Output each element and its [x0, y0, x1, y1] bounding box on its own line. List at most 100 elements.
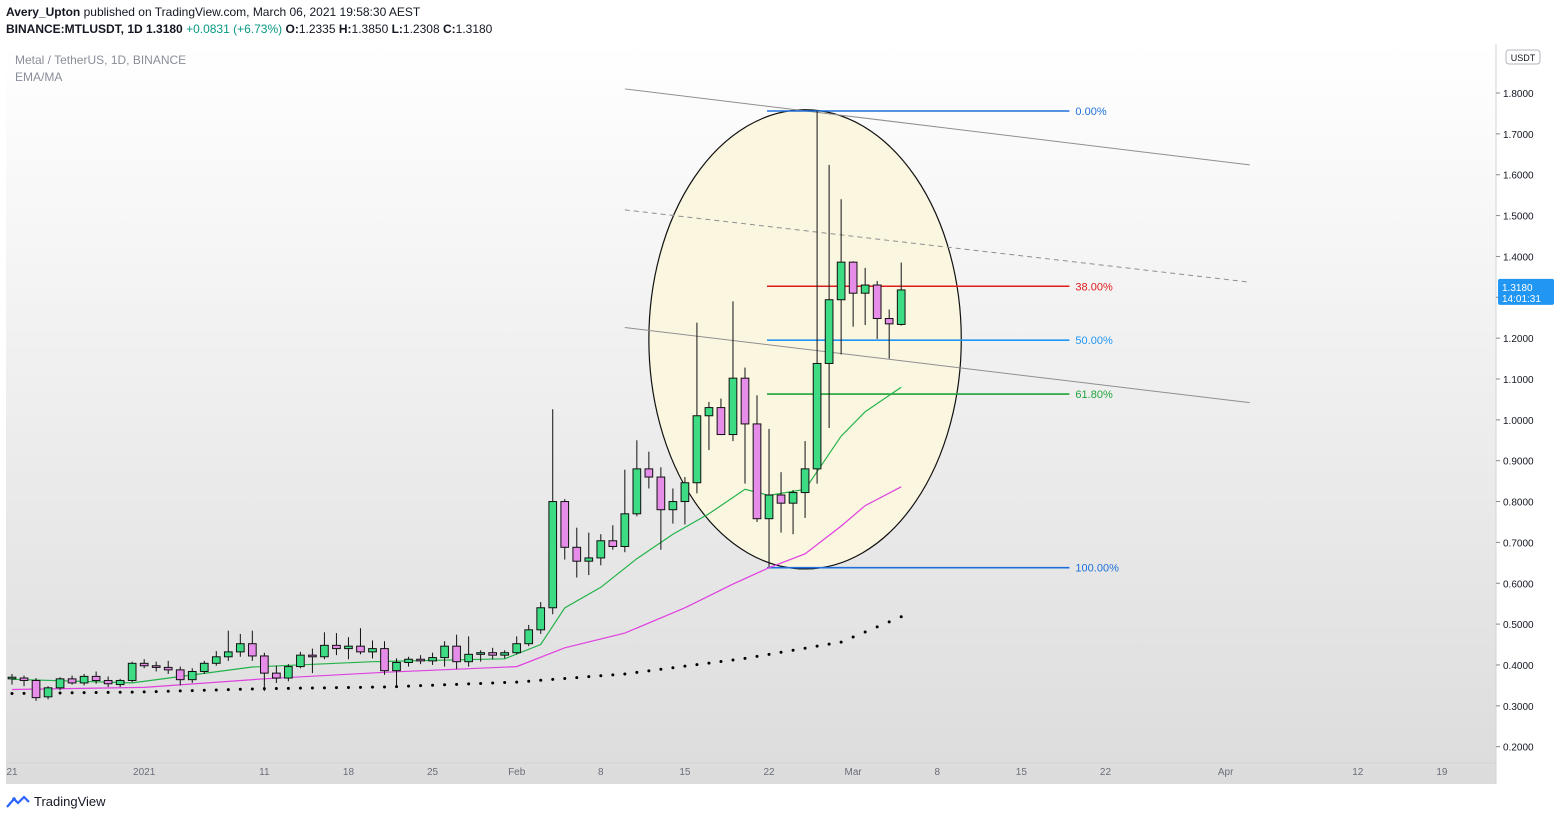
ma-dot — [358, 685, 362, 689]
candle-body — [416, 658, 425, 662]
candle-body — [55, 678, 65, 689]
candle-body — [656, 476, 666, 511]
price-tick-label: 0.3000 — [1503, 702, 1534, 713]
candle-body — [524, 629, 534, 645]
price-tick-label: 1.0000 — [1503, 416, 1534, 427]
time-tick-label: 15 — [679, 767, 691, 778]
ma-dot — [587, 675, 591, 679]
candle-body — [211, 656, 221, 664]
candle-body — [668, 501, 678, 511]
trendline-1 — [624, 88, 1250, 166]
ma-dot — [106, 690, 110, 694]
candle-body — [404, 658, 413, 664]
price-chart[interactable]: 0.00% 38.00% 50.00% 61.80% 100.00% 1.8000 1.7… — [6, 44, 1554, 784]
time-tick-label: 2021 — [133, 767, 156, 778]
candle-body — [680, 482, 690, 503]
last-price: 1.3180 — [146, 22, 183, 36]
candle-body — [187, 670, 197, 681]
candle-body — [223, 651, 233, 658]
price-tick-label: 0.4000 — [1503, 661, 1534, 672]
candle-body — [584, 557, 594, 562]
candle-body — [644, 468, 654, 478]
candle-body — [572, 546, 582, 562]
ma-dot — [863, 630, 867, 634]
ma-dot — [250, 687, 254, 691]
ma-dot — [94, 691, 98, 695]
candle-body — [500, 652, 510, 656]
candle-body — [151, 665, 161, 668]
low-label: L: — [391, 22, 403, 36]
ohlc-line: BINANCE:MTLUSDT, 1D 1.3180 +0.0831 (+6.7… — [6, 22, 492, 36]
ma-dot — [58, 691, 62, 695]
ma-dot — [455, 682, 459, 686]
candle-body — [284, 666, 293, 679]
time-tick-label: 25 — [427, 767, 439, 778]
ma-dot — [10, 692, 14, 696]
candle-body — [848, 261, 858, 294]
ma-dot — [683, 664, 687, 668]
close-value: 1.3180 — [455, 22, 493, 36]
candle-body — [536, 607, 546, 631]
ma-dot — [551, 677, 555, 681]
candle-body — [752, 423, 762, 520]
candle-body — [344, 645, 353, 650]
ma-dot — [839, 640, 843, 644]
candle-body — [7, 676, 17, 680]
trendline-2 — [624, 209, 1250, 283]
ma-dot — [647, 669, 651, 673]
price-tick-label: 1.6000 — [1503, 171, 1534, 182]
ma-dot — [370, 685, 374, 689]
chart-area[interactable]: 0.00% 38.00% 50.00% 61.80% 100.00% 1.8000 1.7… — [6, 44, 1554, 784]
candle-body — [716, 407, 726, 436]
candle-body — [43, 687, 53, 698]
brand-name: TradingView — [34, 794, 106, 809]
open-label: O: — [285, 22, 299, 36]
symbol-line: BINANCE:MTLUSDT, 1D — [6, 22, 143, 36]
candle-body — [440, 645, 449, 659]
ma-dot — [238, 687, 242, 691]
price-tick-label: 0.6000 — [1503, 579, 1534, 590]
time-tick-label: 18 — [343, 767, 355, 778]
price-tick-label: 0.7000 — [1503, 538, 1534, 549]
ma-dot — [527, 679, 531, 683]
ma-dot — [611, 673, 615, 677]
ma-dot — [443, 683, 447, 687]
footer-brand: TradingView — [6, 794, 106, 809]
candle-body — [163, 666, 173, 671]
price-tick-label: 1.2000 — [1503, 334, 1534, 345]
candle-body — [632, 468, 642, 515]
candle-body — [380, 648, 389, 672]
price-change: +0.0831 (+6.73%) — [186, 22, 283, 36]
currency-tag-box — [1505, 49, 1541, 65]
candle-body — [356, 645, 365, 653]
candle-body — [548, 501, 558, 609]
fib-level-label: 0.00% — [1075, 106, 1106, 118]
ma-dot — [539, 678, 543, 682]
ma-dot — [671, 666, 675, 670]
candle-body — [620, 513, 630, 547]
candle-body — [175, 669, 185, 681]
fib-level-label: 100.00% — [1075, 563, 1119, 575]
ma-dot — [635, 670, 639, 674]
candle-body — [320, 644, 329, 658]
candle-body — [332, 644, 341, 650]
price-tick-label: 1.7000 — [1503, 130, 1534, 141]
time-tick-label: 19 — [1436, 767, 1448, 778]
ma-dot — [274, 686, 278, 690]
currency-tag: USDT — [1511, 53, 1536, 63]
ma-dot — [695, 663, 699, 667]
ma-dot — [178, 689, 182, 693]
ma-dot — [22, 691, 26, 695]
candle-body — [872, 284, 882, 320]
candle-body — [824, 299, 834, 364]
candle-body — [884, 318, 894, 325]
time-tick-label: 22 — [1100, 767, 1112, 778]
ma-dot — [142, 690, 146, 694]
candle-body — [392, 662, 401, 672]
open-value: 1.2335 — [298, 22, 336, 36]
close-label: C: — [442, 22, 456, 36]
candle-body — [608, 540, 618, 547]
high-label: H: — [338, 22, 352, 36]
publish-info: Avery_Upton published on TradingView.com… — [6, 5, 420, 19]
time-tick-label: 8 — [934, 767, 940, 778]
